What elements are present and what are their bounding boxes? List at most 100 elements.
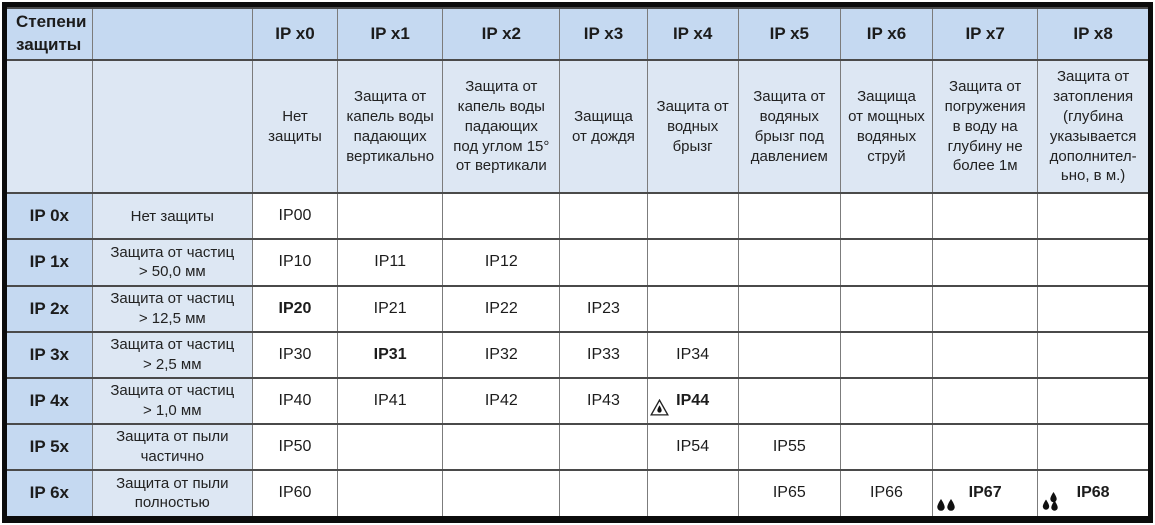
ip-value-cell [559, 468, 648, 516]
column-description-x7: Защита от погружения в воду на глубину н… [932, 59, 1038, 194]
ip-value-cell: IP31 [337, 330, 443, 378]
ip-value-cell [737, 376, 841, 424]
empty-cell [7, 59, 93, 194]
corner-cell: Степени защиты [7, 6, 93, 61]
row-description: Защита от пыли полностью [91, 468, 253, 516]
row-label: IP 1x [7, 238, 93, 286]
ip-value-cell [337, 468, 443, 516]
ip-value: IP54 [676, 437, 710, 455]
ip-value-cell [839, 192, 933, 240]
row-description: Защита от пыли частично [91, 422, 253, 470]
column-header-x1: IP x1 [337, 6, 443, 61]
table-row: IP 1x Защита от частиц > 50,0 мм IP10 IP11 I… [7, 238, 1148, 286]
row-label: IP 2x [7, 284, 93, 332]
ip-value-cell [737, 192, 841, 240]
ip-value: IP43 [587, 391, 620, 409]
empty-cell [91, 59, 253, 194]
ip-value-cell [737, 238, 841, 286]
ip-value-cell [1037, 192, 1148, 240]
ip-value-cell: IP68 [1037, 468, 1148, 516]
ip-protection-table: Степени защиты IP x0 IP x1 IP x2 IP x3 IP x4 I… [7, 6, 1148, 516]
ip-value: IP20 [278, 299, 312, 317]
column-header-x3: IP x3 [559, 6, 648, 61]
column-description-x5: Защита от водяных брызг под давлением [737, 59, 841, 194]
ip-value: IP68 [1076, 484, 1110, 502]
column-header-x2: IP x2 [442, 6, 560, 61]
ip-value-cell [839, 284, 933, 332]
column-header-x4: IP x4 [646, 6, 739, 61]
ip-value-cell [559, 422, 648, 470]
row-description: Нет защиты [91, 192, 253, 240]
ip-value: IP31 [373, 345, 407, 363]
ip-value-cell: IP40 [251, 376, 338, 424]
ip-value-cell [559, 192, 648, 240]
ip-value-cell: IP30 [251, 330, 338, 378]
ip-value-cell [646, 284, 739, 332]
row-label: IP 0x [7, 192, 93, 240]
ip-value: IP42 [484, 391, 518, 409]
column-header-x6: IP x6 [839, 6, 933, 61]
ip-value-cell [932, 192, 1038, 240]
ip-value: IP32 [484, 345, 518, 363]
ip-value-cell: IP22 [442, 284, 560, 332]
column-header-x0: IP x0 [251, 6, 338, 61]
ip-value: IP11 [374, 253, 406, 271]
ip-value-cell: IP41 [337, 376, 443, 424]
ip-value-cell [646, 468, 739, 516]
ip-value-cell: IP42 [442, 376, 560, 424]
ip-value-cell [442, 422, 560, 470]
table-row: IP 5x Защита от пыли частично IP50 IP54 IP55 [7, 422, 1148, 470]
ip-value-cell: IP10 [251, 238, 338, 286]
ip-value-cell [932, 422, 1038, 470]
ip-value-cell [932, 284, 1038, 332]
ip-value-cell: IP60 [251, 468, 338, 516]
ip-value-cell: IP32 [442, 330, 560, 378]
ip-value-cell [737, 330, 841, 378]
row-label: IP 4x [7, 376, 93, 424]
ip-value-cell [337, 192, 443, 240]
table-row: IP 0x Нет защиты IP00 [7, 192, 1148, 240]
ip-value-cell [839, 330, 933, 378]
three-drops-icon [1041, 492, 1061, 512]
ip-value-cell [932, 330, 1038, 378]
ip-value-cell: IP33 [559, 330, 648, 378]
ip-value: IP30 [278, 345, 312, 363]
row-label: IP 3x [7, 330, 93, 378]
ip-value: IP55 [772, 437, 806, 455]
column-description-x0: Нет защиты [251, 59, 338, 194]
row-label: IP 6x [7, 468, 93, 516]
ip-value-cell [839, 238, 933, 286]
row-label: IP 5x [7, 422, 93, 470]
ip-value-cell: IP54 [646, 422, 739, 470]
ip-value-cell: IP34 [646, 330, 739, 378]
ip-value-cell [1037, 284, 1148, 332]
ip-value: IP40 [278, 391, 312, 409]
ip-value-cell [737, 284, 841, 332]
ip-value-cell [1037, 376, 1148, 424]
ip-value-cell: IP11 [337, 238, 443, 286]
table-row: IP 4x Защита от частиц > 1,0 мм IP40 IP41 IP… [7, 376, 1148, 424]
ip-value-cell: IP65 [737, 468, 841, 516]
ip-value-cell [442, 468, 560, 516]
ip-value-cell: IP50 [251, 422, 338, 470]
ip-value-cell: IP21 [337, 284, 443, 332]
column-description-x2: Защита от капель воды падающих под углом… [442, 59, 560, 194]
ip-value: IP12 [484, 253, 518, 271]
ip-value-cell: IP20 [251, 284, 338, 332]
ip-value: IP41 [373, 391, 407, 409]
ip-value: IP50 [278, 437, 312, 455]
row-description: Защита от частиц > 2,5 мм [91, 330, 253, 378]
ip-value-cell [337, 422, 443, 470]
ip-value-cell [442, 192, 560, 240]
ip-value-cell [1037, 238, 1148, 286]
ip-value-cell [1037, 330, 1148, 378]
ip-value: IP10 [278, 253, 312, 271]
ip-value: IP67 [968, 484, 1002, 502]
ip-value-cell: IP12 [442, 238, 560, 286]
column-header-x7: IP x7 [932, 6, 1038, 61]
table-row: IP 6x Защита от пыли полностью IP60 IP65 IP6… [7, 468, 1148, 516]
ip-value-cell [1037, 422, 1148, 470]
ip-value-cell: IP55 [737, 422, 841, 470]
